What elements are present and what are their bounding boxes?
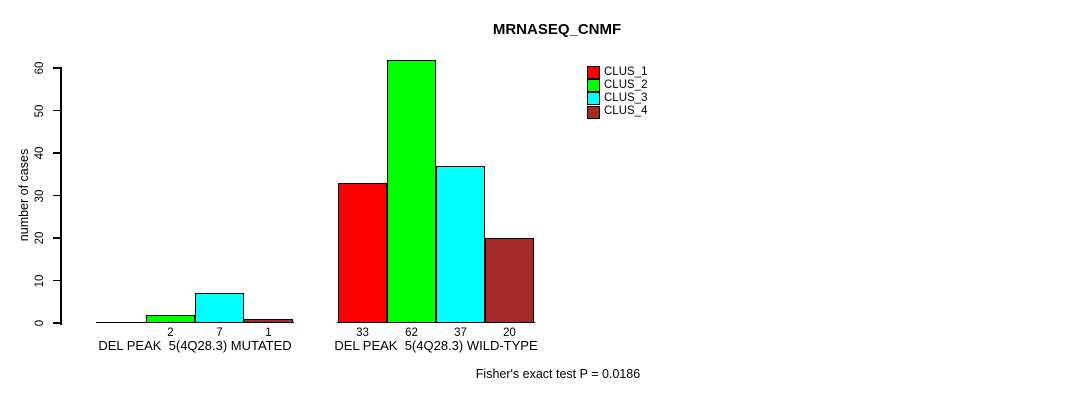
bar-clus_4 xyxy=(244,318,293,323)
legend: CLUS_1 CLUS_2 CLUS_3 CLUS_4 xyxy=(587,66,647,119)
legend-swatch xyxy=(587,66,600,80)
y-tick-label: 50 xyxy=(34,104,46,117)
group-label: DEL PEAK 5(4Q28.3) MUTATED xyxy=(98,338,292,353)
legend-swatch xyxy=(587,105,600,119)
y-tick-mark xyxy=(53,194,60,197)
y-tick-label: 10 xyxy=(34,274,46,287)
bar-value-label: 37 xyxy=(454,327,467,339)
bar-clus_2 xyxy=(387,59,436,323)
legend-label: CLUS_4 xyxy=(604,105,648,118)
legend-label: CLUS_1 xyxy=(604,65,648,78)
y-tick-mark xyxy=(53,109,60,112)
bar-value-label: 2 xyxy=(167,327,174,339)
legend-label: CLUS_2 xyxy=(604,79,648,92)
bar-clus_2 xyxy=(146,314,195,323)
bar-clus_1 xyxy=(338,182,387,323)
chart-title: MRNASEQ_CNMF xyxy=(492,21,622,38)
y-tick-mark xyxy=(53,322,60,324)
bar-value-label: 7 xyxy=(216,327,223,339)
y-tick-label: 30 xyxy=(34,189,46,202)
bar-clus_3 xyxy=(436,165,485,323)
legend-item: CLUS_3 xyxy=(587,92,648,106)
legend-item: CLUS_2 xyxy=(587,79,648,93)
bar-value-label: 33 xyxy=(356,327,369,339)
y-tick-label: 40 xyxy=(34,146,46,160)
bar-clus_3 xyxy=(195,293,244,323)
bar-clus_4 xyxy=(485,238,534,323)
legend-item: CLUS_1 xyxy=(587,65,648,80)
legend-swatch xyxy=(587,79,600,93)
legend-swatch xyxy=(587,92,600,106)
legend-label: CLUS_3 xyxy=(604,92,648,105)
y-tick-mark xyxy=(53,152,60,154)
y-tick-label: 60 xyxy=(34,61,46,75)
bar-value-label: 1 xyxy=(265,327,272,339)
group-label: DEL PEAK 5(4Q28.3) WILD-TYPE xyxy=(334,338,538,353)
y-tick-label: 20 xyxy=(34,231,46,245)
bar-value-label: 20 xyxy=(503,327,516,339)
bar-value-label: 62 xyxy=(405,327,418,339)
y-tick-label: 0 xyxy=(34,319,46,327)
y-tick-mark xyxy=(53,237,60,239)
y-tick-mark xyxy=(53,67,60,69)
y-axis-line xyxy=(60,67,62,325)
legend-item: CLUS_4 xyxy=(587,105,648,119)
fisher-test-annotation: Fisher's exact test P = 0.0186 xyxy=(475,367,641,381)
y-tick-mark xyxy=(53,279,60,282)
